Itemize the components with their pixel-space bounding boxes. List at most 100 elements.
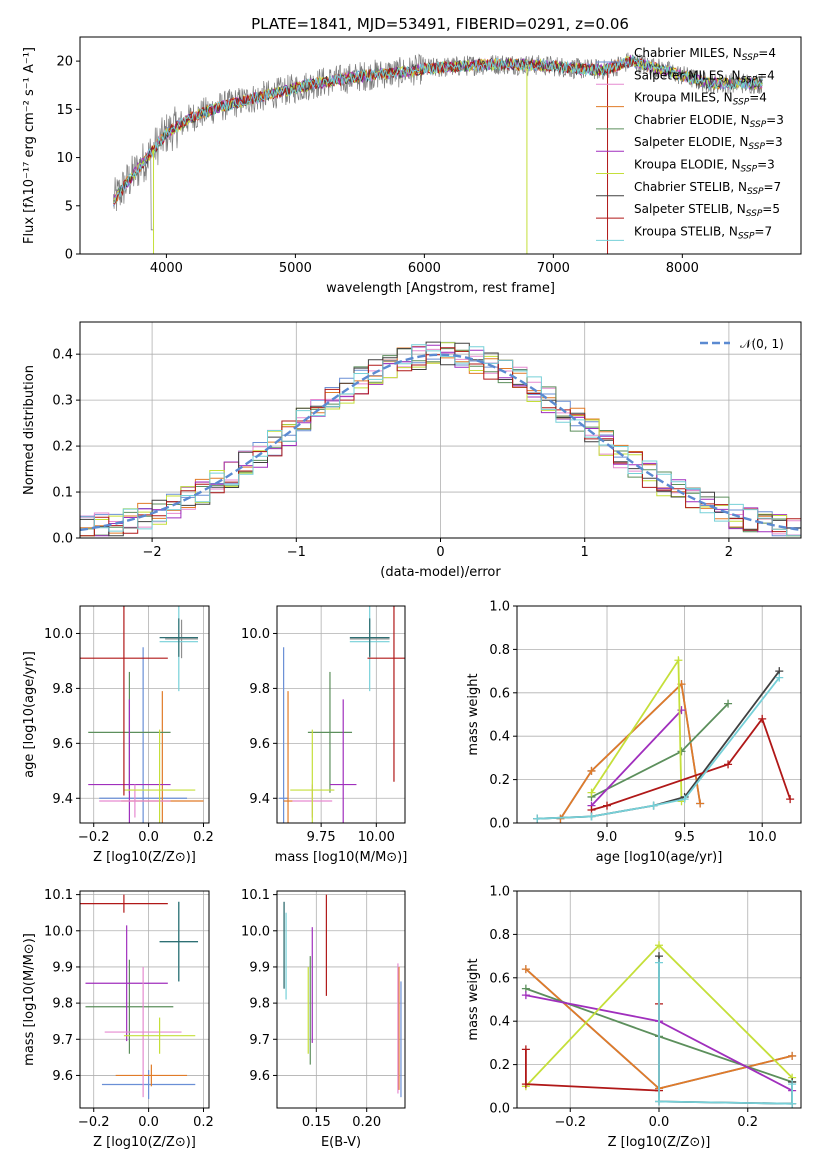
legend-entry: Salpeter STELIB, NSSP=5: [634, 202, 780, 219]
y-tick-label: 0.0: [52, 532, 73, 547]
y-tick-label: 10.1: [44, 888, 73, 903]
data-point-marker: [696, 799, 705, 808]
x-axis-label: Z [log10(Z/Z⊙)]: [93, 850, 196, 865]
x-tick-label: −0.2: [78, 830, 110, 845]
data-point-marker: [587, 788, 596, 797]
y-tick-label: 9.4: [52, 792, 73, 807]
y-tick-label: 0.1: [52, 486, 73, 501]
x-tick-label: 10.0: [748, 830, 777, 845]
mass-vs-EBV-panel: 0.15 0.20 9.6 9.7 9.8 9.9 10.0 10.1 E(B-V): [241, 888, 406, 1150]
y-tick-label: 0.6: [489, 971, 510, 986]
axes-frame: [79, 890, 210, 1109]
x-tick-label: 10.00: [358, 830, 395, 845]
y-tick-label: 0.8: [489, 643, 510, 658]
y-tick-label: 9.8: [52, 682, 73, 697]
x-tick-label: 0.2: [193, 830, 214, 845]
data-point-marker: [674, 656, 683, 665]
y-tick-label: 0.0: [489, 817, 510, 832]
y-tick-label: 0: [65, 248, 73, 263]
data-point-marker: [521, 1045, 530, 1054]
legend-entry: 𝒩(0, 1): [740, 337, 784, 351]
data-point-marker: [677, 747, 686, 756]
x-tick-label: 0.20: [352, 1115, 381, 1130]
x-tick-label: 8000: [666, 261, 699, 276]
y-tick-label: 10.0: [241, 924, 270, 939]
mass-weight-vs-age-panel: 9.0 9.5 10.0 0.0 0.2 0.4 0.6 0.8 1.0 age [log10(a…: [466, 600, 802, 865]
data-point-marker: [655, 941, 663, 950]
legend-entry: Chabrier STELIB, NSSP=7: [634, 180, 781, 197]
data-point-marker: [521, 965, 530, 974]
y-tick-label: 10.0: [44, 627, 73, 642]
y-tick-label: 0.2: [52, 440, 73, 455]
legend-entry: Kroupa STELIB, NSSP=7: [634, 224, 772, 241]
y-tick-label: 0.6: [489, 686, 510, 701]
y-tick-label: 0.8: [489, 928, 510, 943]
x-tick-label: 0: [436, 545, 444, 560]
y-tick-label: 10: [56, 151, 73, 166]
mass-weight-vs-Z-panel: −0.2 0.0 0.2 0.0 0.2 0.4 0.6 0.8 1.0 Z [log10(Z/Z…: [466, 885, 802, 1150]
mass-vs-Z-panel: −0.2 0.0 0.2 9.6 9.7 9.8 9.9 10.0 10.1 Z [log10(Z…: [22, 888, 214, 1150]
spectrum-panel: 4000 5000 6000 7000 8000 0 5 10 15 20 wavelength […: [22, 36, 802, 296]
x-tick-label: 9.75: [307, 830, 336, 845]
mass-weight-line: [590, 709, 683, 807]
x-tick-label: −1: [287, 545, 306, 560]
residual-histogram: [80, 347, 801, 537]
x-tick-label: 0.2: [193, 1115, 214, 1130]
residuals-panel: −2 −1 0 1 2 0.0 0.1 0.2 0.3 0.4 (data-model)/error…: [22, 321, 802, 580]
figure-title: PLATE=1841, MJD=53491, FIBERID=0291, z=0…: [251, 15, 629, 33]
age-vs-mass-panel: 9.75 10.00 9.4 9.6 9.8 10.0 mass [log10(M/M⊙)]: [241, 605, 408, 865]
y-tick-label: 9.9: [249, 960, 270, 975]
x-axis-label: Z [log10(Z/Z⊙)]: [608, 1135, 711, 1150]
data-point-marker: [788, 1099, 797, 1108]
axes-frame: [516, 890, 802, 1109]
y-tick-label: 9.8: [249, 997, 270, 1012]
data-point-marker: [603, 801, 612, 810]
y-axis-label: age [log10(age/yr)]: [22, 651, 37, 778]
y-axis-label: Flux [fλ10⁻¹⁷ erg cm⁻² s⁻¹ A⁻¹]: [22, 47, 37, 244]
y-tick-label: 0.4: [52, 348, 73, 363]
y-axis-label: Normed distribution: [22, 365, 37, 495]
axes-frame: [79, 605, 210, 824]
data-point-marker: [680, 795, 689, 804]
data-point-marker: [521, 991, 530, 1000]
data-point-marker: [786, 795, 795, 804]
x-axis-label: (data-model)/error: [380, 565, 501, 580]
y-tick-label: 5: [65, 199, 73, 214]
x-tick-label: 0.0: [138, 1115, 159, 1130]
x-axis-label: mass [log10(M/M⊙)]: [275, 850, 408, 865]
axes-frame: [79, 36, 802, 255]
y-tick-label: 9.6: [52, 737, 73, 752]
y-tick-label: 9.6: [52, 1069, 73, 1084]
y-tick-label: 1.0: [489, 885, 510, 900]
x-axis-label: age [log10(age/yr)]: [596, 850, 723, 865]
x-tick-label: 6000: [408, 261, 441, 276]
legend-entry: Chabrier ELODIE, NSSP=3: [634, 113, 784, 130]
data-point-marker: [587, 766, 596, 775]
model-spectrum-line: [113, 56, 645, 205]
y-axis-label: mass [log10(M/M⊙)]: [22, 933, 37, 1066]
y-tick-label: 9.7: [249, 1033, 270, 1048]
y-tick-label: 9.6: [249, 1069, 270, 1084]
x-axis-label: E(B-V): [321, 1135, 361, 1150]
mass-weight-line: [559, 682, 701, 820]
y-tick-label: 0.3: [52, 394, 73, 409]
data-point-marker: [649, 801, 658, 810]
x-tick-label: −0.2: [554, 1115, 586, 1130]
normal-distribution-curve: [79, 353, 802, 532]
y-tick-label: 10.0: [44, 924, 73, 939]
x-tick-label: 0.0: [649, 1115, 670, 1130]
x-tick-label: 0.0: [138, 830, 159, 845]
x-axis-label: Z [log10(Z/Z⊙)]: [93, 1135, 196, 1150]
x-tick-label: 7000: [537, 261, 570, 276]
data-point-marker: [724, 760, 733, 769]
x-tick-label: 5000: [279, 261, 312, 276]
y-axis-label: mass weight: [466, 958, 481, 1040]
y-tick-label: 1.0: [489, 600, 510, 615]
y-tick-label: 20: [56, 55, 73, 70]
age-vs-Z-panel: −0.2 0.0 0.2 9.4 9.6 9.8 10.0 Z [log10(Z/Z⊙)] ag…: [22, 605, 214, 865]
y-axis-label: mass weight: [466, 673, 481, 755]
axes-frame: [276, 605, 406, 824]
y-tick-label: 9.6: [249, 737, 270, 752]
